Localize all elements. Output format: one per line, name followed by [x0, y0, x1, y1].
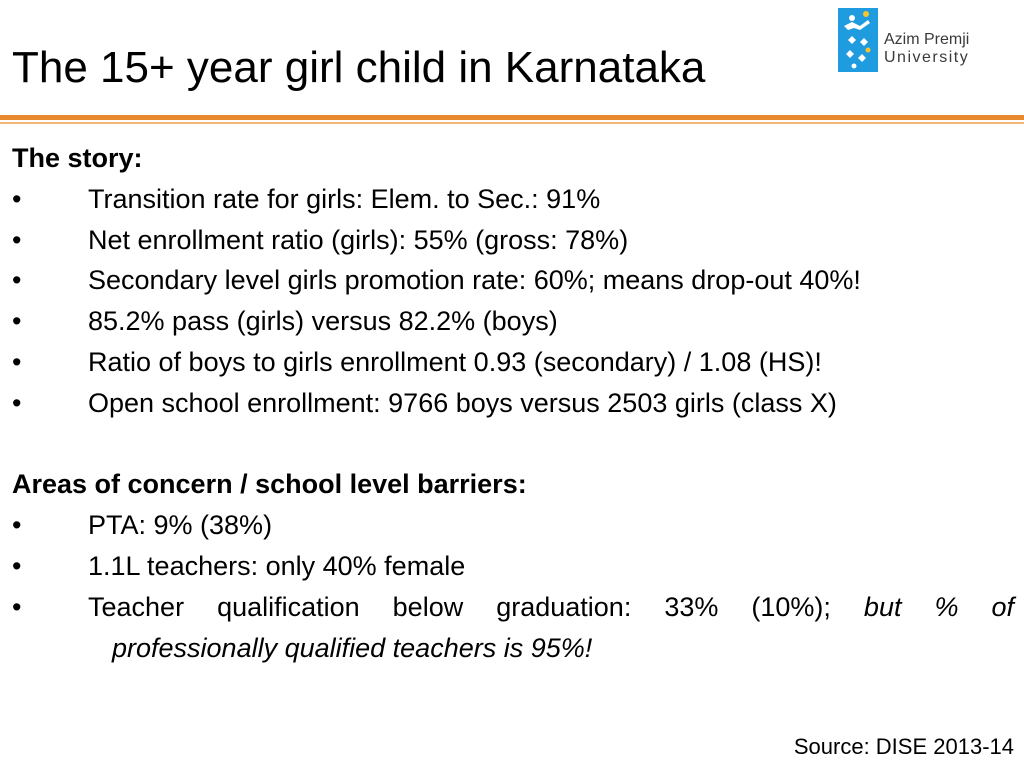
bullet-text: Open school enrollment: 9766 boys versus… [88, 387, 837, 418]
bullet-item: • Ratio of boys to girls enrollment 0.93… [12, 342, 1014, 383]
bullet-text: 1.1L teachers: only 40% female [88, 550, 466, 581]
university-logo: Azim Premji University [838, 8, 988, 78]
section-heading-concerns: Areas of concern / school level barriers… [12, 469, 527, 500]
bullet-dot: • [12, 550, 22, 581]
bullet-dot: • [12, 510, 22, 541]
logo-emblem-icon [838, 8, 878, 72]
bullet-item: • Open school enrollment: 9766 boys vers… [12, 383, 1014, 424]
bullet-item: • PTA: 9% (38%) [12, 505, 1014, 546]
bullet-text-main: Teacher qualification below graduation: … [88, 591, 831, 622]
bullet-text: PTA: 9% (38%) [88, 510, 273, 541]
bullet-text-italic: but % of [863, 591, 1014, 622]
bullet-dot: • [12, 346, 22, 377]
bullet-item: • Transition rate for girls: Elem. to Se… [12, 179, 1014, 220]
bullet-text: Secondary level girls promotion rate: 60… [88, 265, 861, 296]
title-divider [0, 115, 1024, 120]
bullet-text: Net enrollment ratio (girls): 55% (gross… [88, 224, 629, 255]
logo-line-2: University [884, 49, 970, 66]
logo-figures-icon [838, 8, 878, 72]
bullet-dot: • [12, 591, 22, 622]
bullet-dot: • [12, 306, 22, 337]
section-heading-story: The story: [12, 143, 143, 173]
bullet-item: • 1.1L teachers: only 40% female [12, 546, 1014, 587]
bullet-text: 85.2% pass (girls) versus 82.2% (boys) [88, 306, 558, 337]
bullet-item: • Net enrollment ratio (girls): 55% (gro… [12, 220, 1014, 261]
bullet-continuation: professionally qualified teachers is 95%… [112, 632, 593, 663]
bullet-item: • Teacher qualification below graduation… [12, 587, 1014, 628]
bullet-dot: • [12, 224, 22, 255]
slide-body: The story: • Transition rate for girls: … [12, 138, 1014, 668]
bullet-dot: • [12, 183, 22, 214]
title-divider-secondary [0, 122, 1024, 124]
bullet-dot: • [12, 265, 22, 296]
bullet-item: • Secondary level girls promotion rate: … [12, 260, 1014, 301]
section-spacer [12, 424, 1014, 465]
bullet-text: Transition rate for girls: Elem. to Sec.… [88, 183, 601, 214]
slide-title: The 15+ year girl child in Karnataka [12, 43, 706, 92]
bullet-text: Teacher qualification below graduation: … [88, 587, 1014, 628]
bullet-dot: • [12, 387, 22, 418]
source-note: Source: DISE 2013-14 [793, 734, 1014, 759]
logo-wordmark: Azim Premji University [884, 31, 969, 67]
bullet-text: Ratio of boys to girls enrollment 0.93 (… [88, 346, 822, 377]
bullet-item: • 85.2% pass (girls) versus 82.2% (boys) [12, 301, 1014, 342]
logo-line-1: Azim Premji [884, 31, 970, 48]
